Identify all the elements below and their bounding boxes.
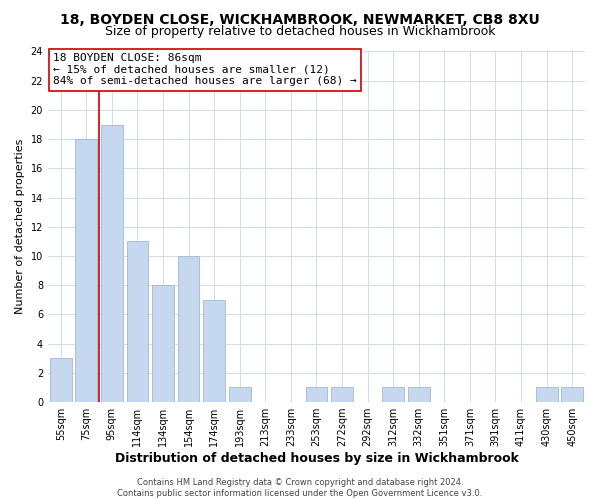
Bar	[101, 124, 123, 402]
Bar	[305, 388, 328, 402]
X-axis label: Distribution of detached houses by size in Wickhambrook: Distribution of detached houses by size …	[115, 452, 518, 465]
Text: Size of property relative to detached houses in Wickhambrook: Size of property relative to detached ho…	[105, 25, 495, 38]
Bar	[382, 388, 404, 402]
Text: Contains HM Land Registry data © Crown copyright and database right 2024.
Contai: Contains HM Land Registry data © Crown c…	[118, 478, 482, 498]
Bar	[562, 388, 583, 402]
Bar	[178, 256, 199, 402]
Bar	[408, 388, 430, 402]
Bar	[203, 300, 225, 402]
Bar	[50, 358, 71, 402]
Bar	[76, 139, 97, 402]
Y-axis label: Number of detached properties: Number of detached properties	[15, 139, 25, 314]
Text: 18, BOYDEN CLOSE, WICKHAMBROOK, NEWMARKET, CB8 8XU: 18, BOYDEN CLOSE, WICKHAMBROOK, NEWMARKE…	[60, 12, 540, 26]
Bar	[536, 388, 557, 402]
Bar	[152, 285, 174, 402]
Bar	[229, 388, 251, 402]
Bar	[127, 242, 148, 402]
Text: 18 BOYDEN CLOSE: 86sqm
← 15% of detached houses are smaller (12)
84% of semi-det: 18 BOYDEN CLOSE: 86sqm ← 15% of detached…	[53, 54, 357, 86]
Bar	[331, 388, 353, 402]
